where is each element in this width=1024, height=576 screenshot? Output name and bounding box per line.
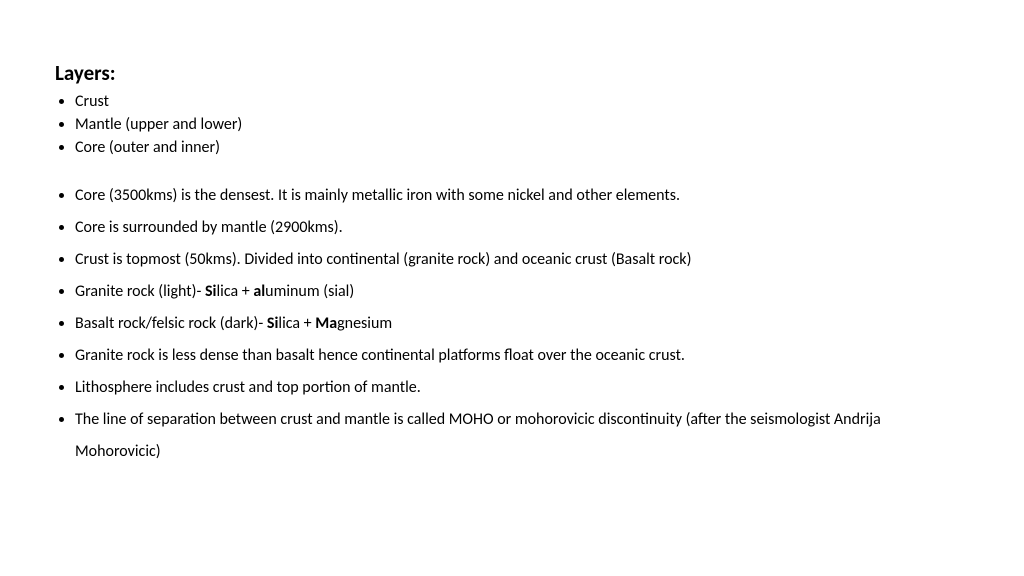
list-item: Crust is topmost (50kms). Divided into c… (75, 244, 969, 276)
list-item: Basalt rock/felsic rock (dark)- Silica +… (75, 308, 969, 340)
list-item: Mantle (upper and lower) (75, 113, 969, 136)
list-item: Core (outer and inner) (75, 136, 969, 159)
list-item: Core (3500kms) is the densest. It is mai… (75, 180, 969, 212)
list-item: Lithosphere includes crust and top porti… (75, 372, 969, 404)
layers-list: Crust Mantle (upper and lower) Core (out… (55, 90, 969, 160)
page-title: Layers: (55, 60, 969, 86)
list-item: Granite rock is less dense than basalt h… (75, 340, 969, 372)
list-item: Crust (75, 90, 969, 113)
list-item: Core is surrounded by mantle (2900kms). (75, 212, 969, 244)
details-list: Core (3500kms) is the densest. It is mai… (55, 180, 969, 468)
list-item: Granite rock (light)- Silica + aluminum … (75, 276, 969, 308)
list-item: The line of separation between crust and… (75, 404, 969, 468)
